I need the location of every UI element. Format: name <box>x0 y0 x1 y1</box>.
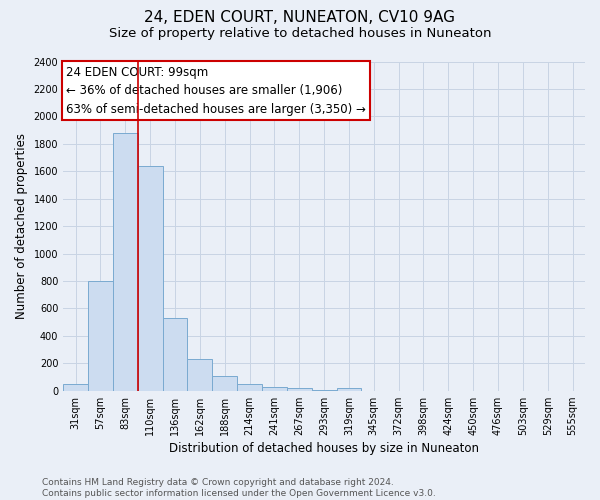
Text: Contains HM Land Registry data © Crown copyright and database right 2024.
Contai: Contains HM Land Registry data © Crown c… <box>42 478 436 498</box>
Bar <box>262 386 287 390</box>
Text: 24, EDEN COURT, NUNEATON, CV10 9AG: 24, EDEN COURT, NUNEATON, CV10 9AG <box>145 10 455 25</box>
Bar <box>187 359 212 390</box>
Bar <box>337 388 361 390</box>
Y-axis label: Number of detached properties: Number of detached properties <box>15 133 28 319</box>
Bar <box>212 376 237 390</box>
Bar <box>63 384 88 390</box>
X-axis label: Distribution of detached houses by size in Nuneaton: Distribution of detached houses by size … <box>169 442 479 455</box>
Bar <box>163 318 187 390</box>
Text: Size of property relative to detached houses in Nuneaton: Size of property relative to detached ho… <box>109 28 491 40</box>
Bar <box>237 384 262 390</box>
Bar <box>88 281 113 390</box>
Bar <box>113 133 138 390</box>
Bar <box>138 166 163 390</box>
Text: 24 EDEN COURT: 99sqm
← 36% of detached houses are smaller (1,906)
63% of semi-de: 24 EDEN COURT: 99sqm ← 36% of detached h… <box>66 66 366 116</box>
Bar <box>287 388 311 390</box>
